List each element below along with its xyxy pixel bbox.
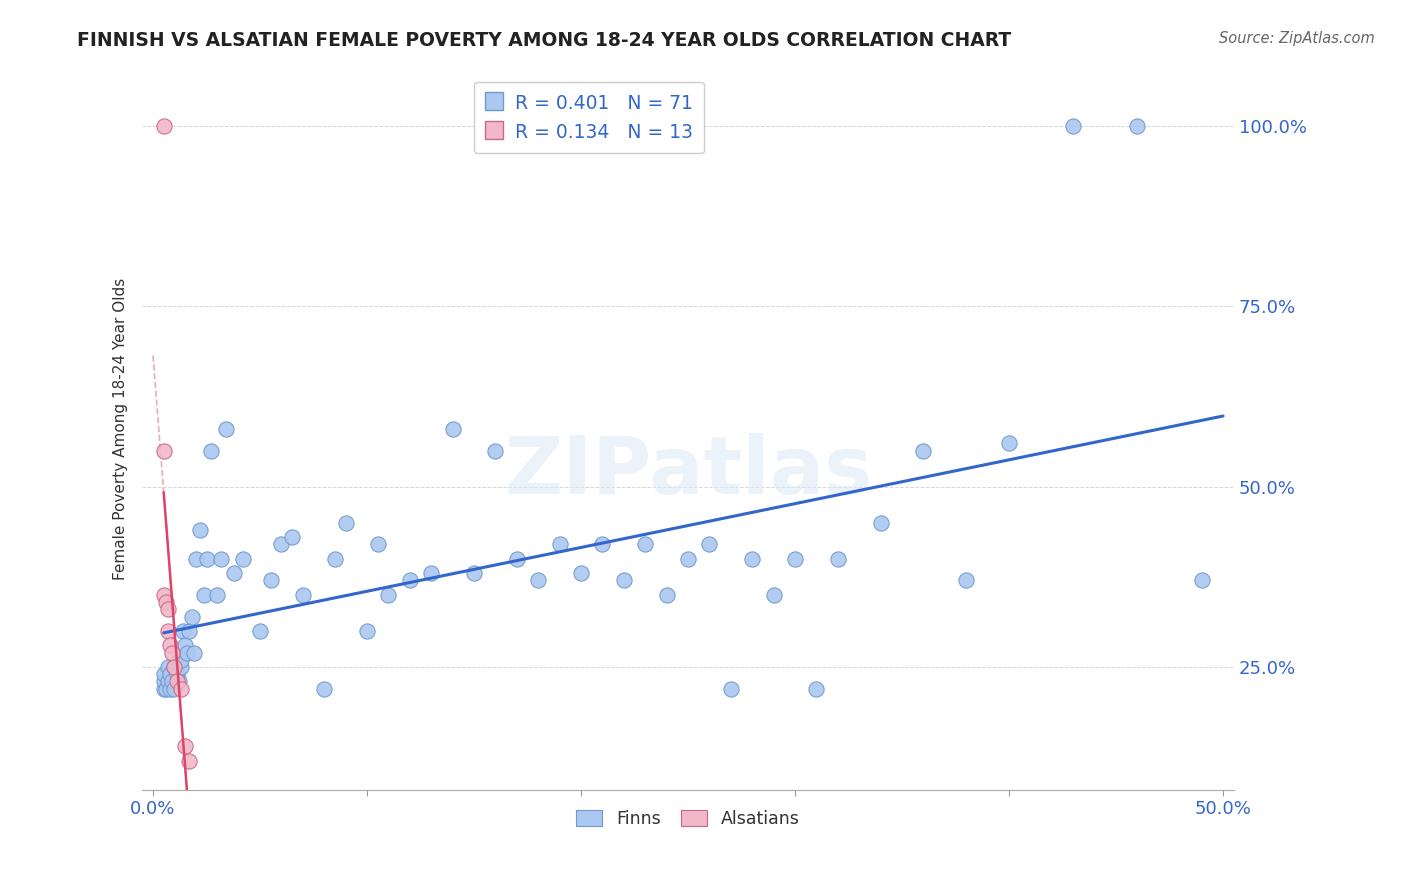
- Point: [176, 646, 198, 660]
- Point: [720, 681, 742, 696]
- Point: [152, 443, 174, 458]
- Point: [152, 588, 174, 602]
- Point: [155, 595, 177, 609]
- Point: [527, 574, 550, 588]
- Point: [155, 681, 177, 696]
- Point: [159, 638, 181, 652]
- Point: [270, 537, 292, 551]
- Point: [1126, 119, 1149, 133]
- Point: [806, 681, 828, 696]
- Point: [398, 574, 420, 588]
- Point: [655, 588, 678, 602]
- Point: [179, 754, 201, 768]
- Point: [170, 660, 193, 674]
- Point: [548, 537, 571, 551]
- Point: [441, 422, 464, 436]
- Point: [156, 602, 179, 616]
- Point: [613, 574, 636, 588]
- Point: [367, 537, 389, 551]
- Point: [166, 667, 188, 681]
- Point: [335, 516, 357, 530]
- Point: [827, 551, 849, 566]
- Point: [159, 667, 181, 681]
- Point: [152, 119, 174, 133]
- Y-axis label: Female Poverty Among 18-24 Year Olds: Female Poverty Among 18-24 Year Olds: [114, 278, 128, 580]
- Point: [200, 443, 222, 458]
- Point: [420, 566, 443, 581]
- Point: [634, 537, 657, 551]
- Point: [1062, 119, 1084, 133]
- Text: FINNISH VS ALSATIAN FEMALE POVERTY AMONG 18-24 YEAR OLDS CORRELATION CHART: FINNISH VS ALSATIAN FEMALE POVERTY AMONG…: [77, 31, 1011, 50]
- Point: [260, 574, 283, 588]
- Point: [162, 674, 184, 689]
- Point: [484, 443, 506, 458]
- Point: [762, 588, 785, 602]
- Point: [166, 674, 188, 689]
- Text: Source: ZipAtlas.com: Source: ZipAtlas.com: [1219, 31, 1375, 46]
- Point: [699, 537, 721, 551]
- Point: [912, 443, 935, 458]
- Point: [184, 551, 207, 566]
- Point: [167, 674, 190, 689]
- Point: [179, 624, 201, 638]
- Point: [167, 653, 190, 667]
- Text: ZIPatlas: ZIPatlas: [503, 434, 872, 511]
- Point: [195, 551, 218, 566]
- Point: [156, 674, 179, 689]
- Point: [163, 681, 186, 696]
- Point: [188, 523, 211, 537]
- Point: [291, 588, 314, 602]
- Point: [163, 660, 186, 674]
- Legend: Finns, Alsatians: Finns, Alsatians: [569, 803, 807, 835]
- Point: [998, 436, 1021, 450]
- Point: [152, 667, 174, 681]
- Point: [172, 624, 194, 638]
- Point: [162, 646, 184, 660]
- Point: [232, 551, 254, 566]
- Point: [163, 660, 186, 674]
- Point: [205, 588, 228, 602]
- Point: [152, 681, 174, 696]
- Point: [506, 551, 529, 566]
- Point: [156, 660, 179, 674]
- Point: [211, 551, 233, 566]
- Point: [463, 566, 485, 581]
- Point: [159, 681, 181, 696]
- Point: [356, 624, 378, 638]
- Point: [741, 551, 763, 566]
- Point: [183, 646, 205, 660]
- Point: [174, 739, 197, 754]
- Point: [215, 422, 238, 436]
- Point: [783, 551, 806, 566]
- Point: [955, 574, 977, 588]
- Point: [156, 624, 179, 638]
- Point: [180, 609, 202, 624]
- Point: [174, 638, 197, 652]
- Point: [869, 516, 891, 530]
- Point: [1191, 574, 1213, 588]
- Point: [152, 674, 174, 689]
- Point: [314, 681, 336, 696]
- Point: [170, 681, 193, 696]
- Point: [224, 566, 246, 581]
- Point: [170, 653, 193, 667]
- Point: [323, 551, 346, 566]
- Point: [676, 551, 699, 566]
- Point: [569, 566, 592, 581]
- Point: [377, 588, 399, 602]
- Point: [281, 530, 304, 544]
- Point: [249, 624, 271, 638]
- Point: [591, 537, 613, 551]
- Point: [193, 588, 215, 602]
